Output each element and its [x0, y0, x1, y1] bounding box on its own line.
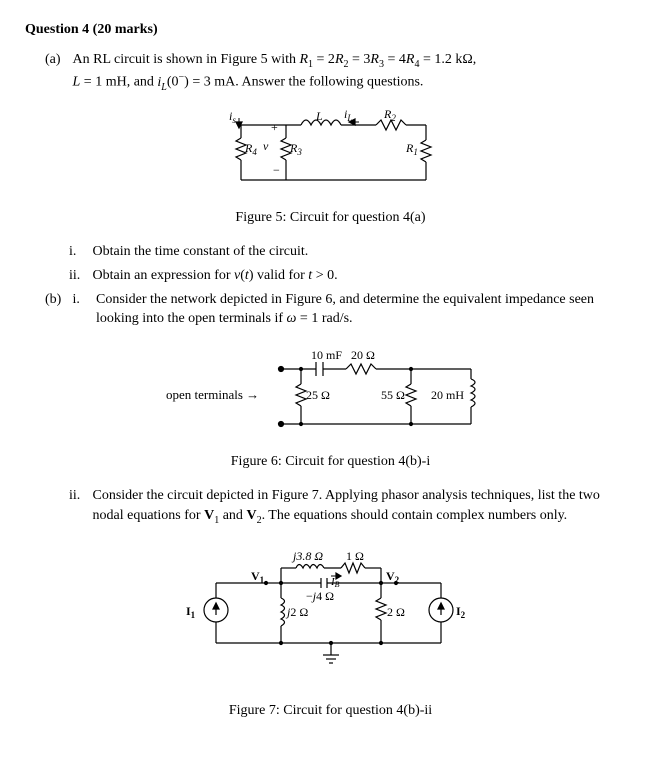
svg-text:j3.8 Ω: j3.8 Ω	[291, 549, 323, 563]
part-a-i-label: i.	[69, 242, 89, 262]
svg-text:10 mF: 10 mF	[311, 348, 342, 362]
part-a-text: An RL circuit is shown in Figure 5 with …	[73, 50, 633, 95]
svg-text:25 Ω: 25 Ω	[306, 388, 330, 402]
svg-text:R4: R4	[244, 141, 257, 157]
figure-5: is + − v R4 R3 L iL R2 R1 Figure 5: Circ…	[25, 110, 636, 228]
svg-text:j2 Ω: j2 Ω	[285, 605, 308, 619]
circuit-5-svg: is + − v R4 R3 L iL R2 R1	[201, 110, 461, 200]
circuit-6-svg: open terminals → 10 mF 20 Ω 25 Ω 55 Ω 20…	[151, 344, 511, 444]
svg-text:55 Ω: 55 Ω	[381, 388, 405, 402]
part-b-ii-text: Consider the circuit depicted in Figure …	[93, 486, 633, 527]
svg-text:R1: R1	[405, 141, 418, 157]
part-b-i-label: i.	[73, 290, 93, 310]
svg-text:I2: I2	[456, 604, 466, 620]
part-a-ii-label: ii.	[69, 266, 89, 286]
part-b-ii-label: ii.	[69, 486, 89, 506]
part-a: (a) An RL circuit is shown in Figure 5 w…	[45, 50, 636, 95]
svg-text:is: is	[229, 110, 236, 125]
figure-6-caption: Figure 6: Circuit for question 4(b)-i	[25, 452, 636, 472]
svg-text:+: +	[271, 120, 278, 134]
svg-text:v: v	[263, 139, 269, 153]
part-a-ii-text: Obtain an expression for v(t) valid for …	[93, 266, 633, 286]
svg-text:R2: R2	[383, 110, 396, 123]
figure-7: V1 V2 I1 I2 j3.8 Ω 1 Ω IB −j4 Ω j2 Ω 2 Ω…	[25, 543, 636, 721]
svg-text:−j4 Ω: −j4 Ω	[306, 589, 334, 603]
part-b-label: (b)	[45, 290, 69, 310]
svg-text:iL: iL	[344, 110, 352, 123]
svg-text:20 mH: 20 mH	[431, 388, 464, 402]
svg-text:V2: V2	[386, 569, 400, 585]
part-a-i: i. Obtain the time constant of the circu…	[69, 242, 636, 262]
part-a-ii: ii. Obtain an expression for v(t) valid …	[69, 266, 636, 286]
open-terminals-label: open terminals →	[166, 387, 259, 402]
figure-7-caption: Figure 7: Circuit for question 4(b)-ii	[25, 701, 636, 721]
part-b-i-text: Consider the network depicted in Figure …	[96, 290, 636, 329]
svg-text:2 Ω: 2 Ω	[387, 605, 405, 619]
svg-text:R3: R3	[289, 141, 302, 157]
part-b: (b) i. Consider the network depicted in …	[45, 290, 636, 329]
figure-6: open terminals → 10 mF 20 Ω 25 Ω 55 Ω 20…	[25, 344, 636, 472]
part-a-label: (a)	[45, 50, 69, 70]
svg-text:20 Ω: 20 Ω	[351, 348, 375, 362]
svg-text:V1: V1	[251, 569, 265, 585]
question-title: Question 4 (20 marks)	[25, 20, 636, 40]
circuit-7-svg: V1 V2 I1 I2 j3.8 Ω 1 Ω IB −j4 Ω j2 Ω 2 Ω	[181, 543, 481, 693]
part-b-ii: ii. Consider the circuit depicted in Fig…	[69, 486, 636, 527]
svg-text:1 Ω: 1 Ω	[346, 549, 364, 563]
svg-text:I1: I1	[186, 604, 196, 620]
svg-text:−: −	[273, 163, 280, 177]
part-a-i-text: Obtain the time constant of the circuit.	[93, 242, 633, 262]
svg-text:L: L	[315, 110, 323, 123]
figure-5-caption: Figure 5: Circuit for question 4(a)	[25, 208, 636, 228]
